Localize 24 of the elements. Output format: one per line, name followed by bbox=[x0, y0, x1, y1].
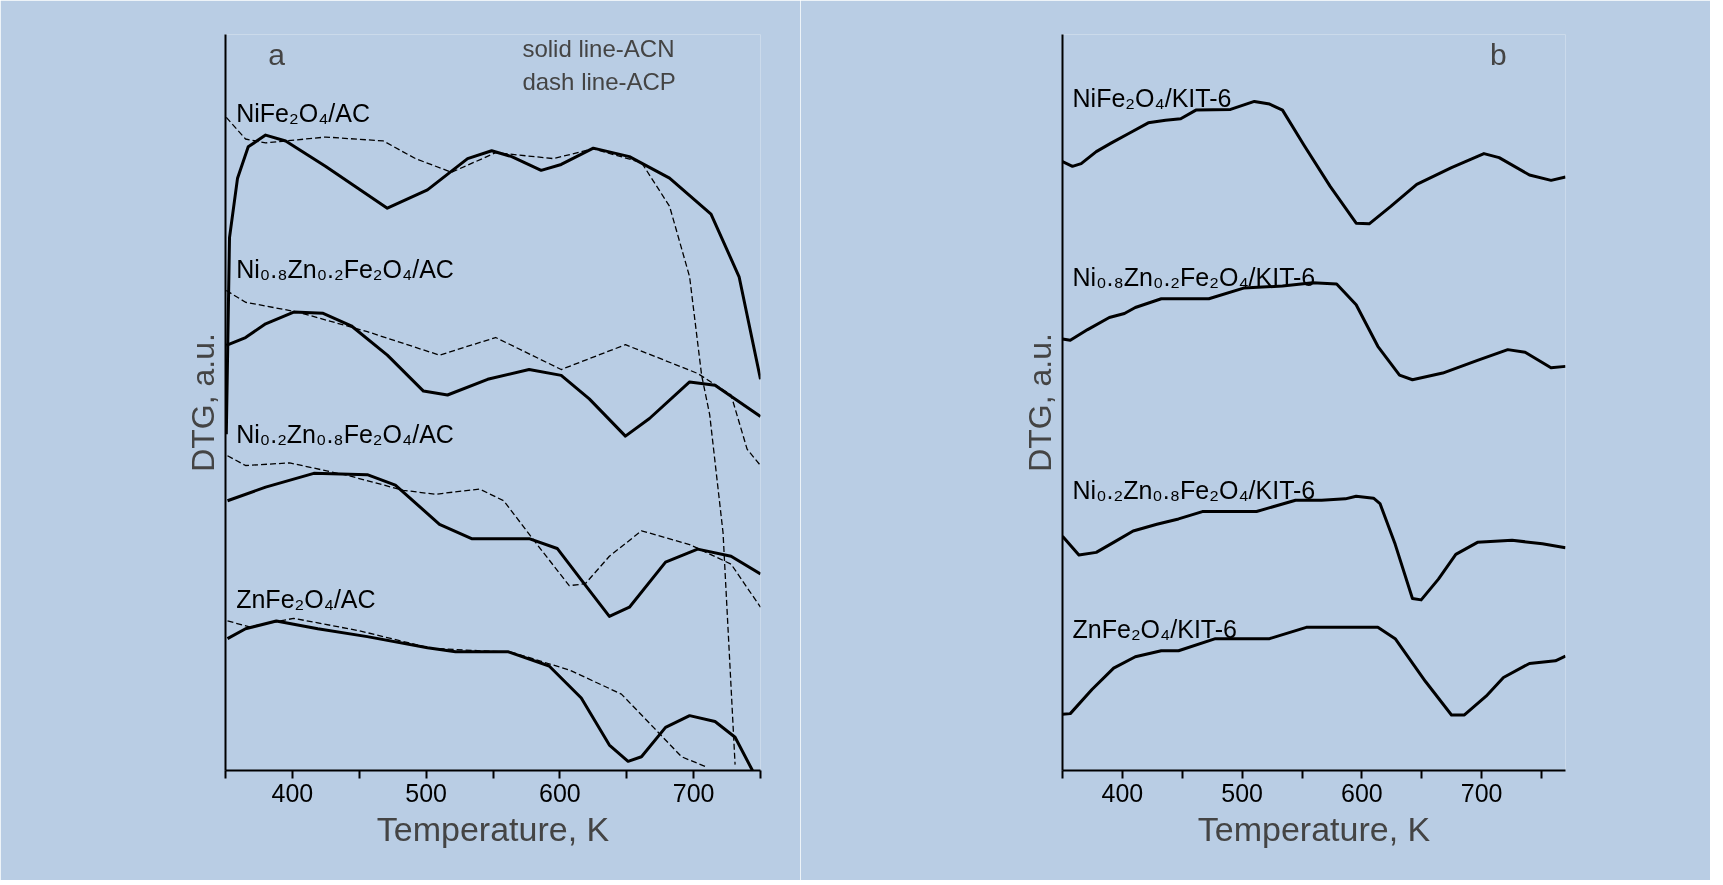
text: solid line-ACN bbox=[522, 34, 675, 62]
series-label: ZnFe₂O₄/KIT-6 bbox=[1072, 614, 1237, 643]
x-axis-title: Temperature, K bbox=[1197, 809, 1431, 848]
series-label: ZnFe₂O₄/AC bbox=[236, 585, 376, 614]
x-axis-title: Temperature, K bbox=[376, 809, 610, 848]
x-tick-label: 500 bbox=[405, 778, 447, 807]
x-tick-label: 400 bbox=[1101, 778, 1144, 807]
x-tick-label: 400 bbox=[271, 778, 314, 807]
series-label: NiFe₂O₄/AC bbox=[236, 99, 371, 128]
x-tick-label: 600 bbox=[1341, 778, 1383, 807]
x-tick-label: 700 bbox=[1460, 778, 1503, 807]
series-label: Ni₀.₂Zn₀.₈Fe₂O₄/KIT-6 bbox=[1072, 475, 1316, 504]
y-axis-title: DTG, a.u. bbox=[184, 333, 221, 472]
series-label: Ni₀.₈Zn₀.₂Fe₂O₄/KIT-6 bbox=[1072, 262, 1316, 291]
series-label: Ni₀.₂Zn₀.₈Fe₂O₄/AC bbox=[236, 419, 454, 448]
series-label: NiFe₂O₄/KIT-6 bbox=[1072, 84, 1232, 113]
x-tick-label: 500 bbox=[1221, 778, 1264, 807]
text: b bbox=[1490, 38, 1507, 72]
x-tick-label: 600 bbox=[539, 778, 581, 807]
y-axis-title: DTG, a.u. bbox=[1021, 333, 1058, 472]
x-tick-label: 700 bbox=[672, 778, 715, 807]
text: dash line-ACP bbox=[522, 67, 676, 95]
series-label: Ni₀.₈Zn₀.₂Fe₂O₄/AC bbox=[236, 254, 454, 283]
text: a bbox=[268, 38, 286, 72]
